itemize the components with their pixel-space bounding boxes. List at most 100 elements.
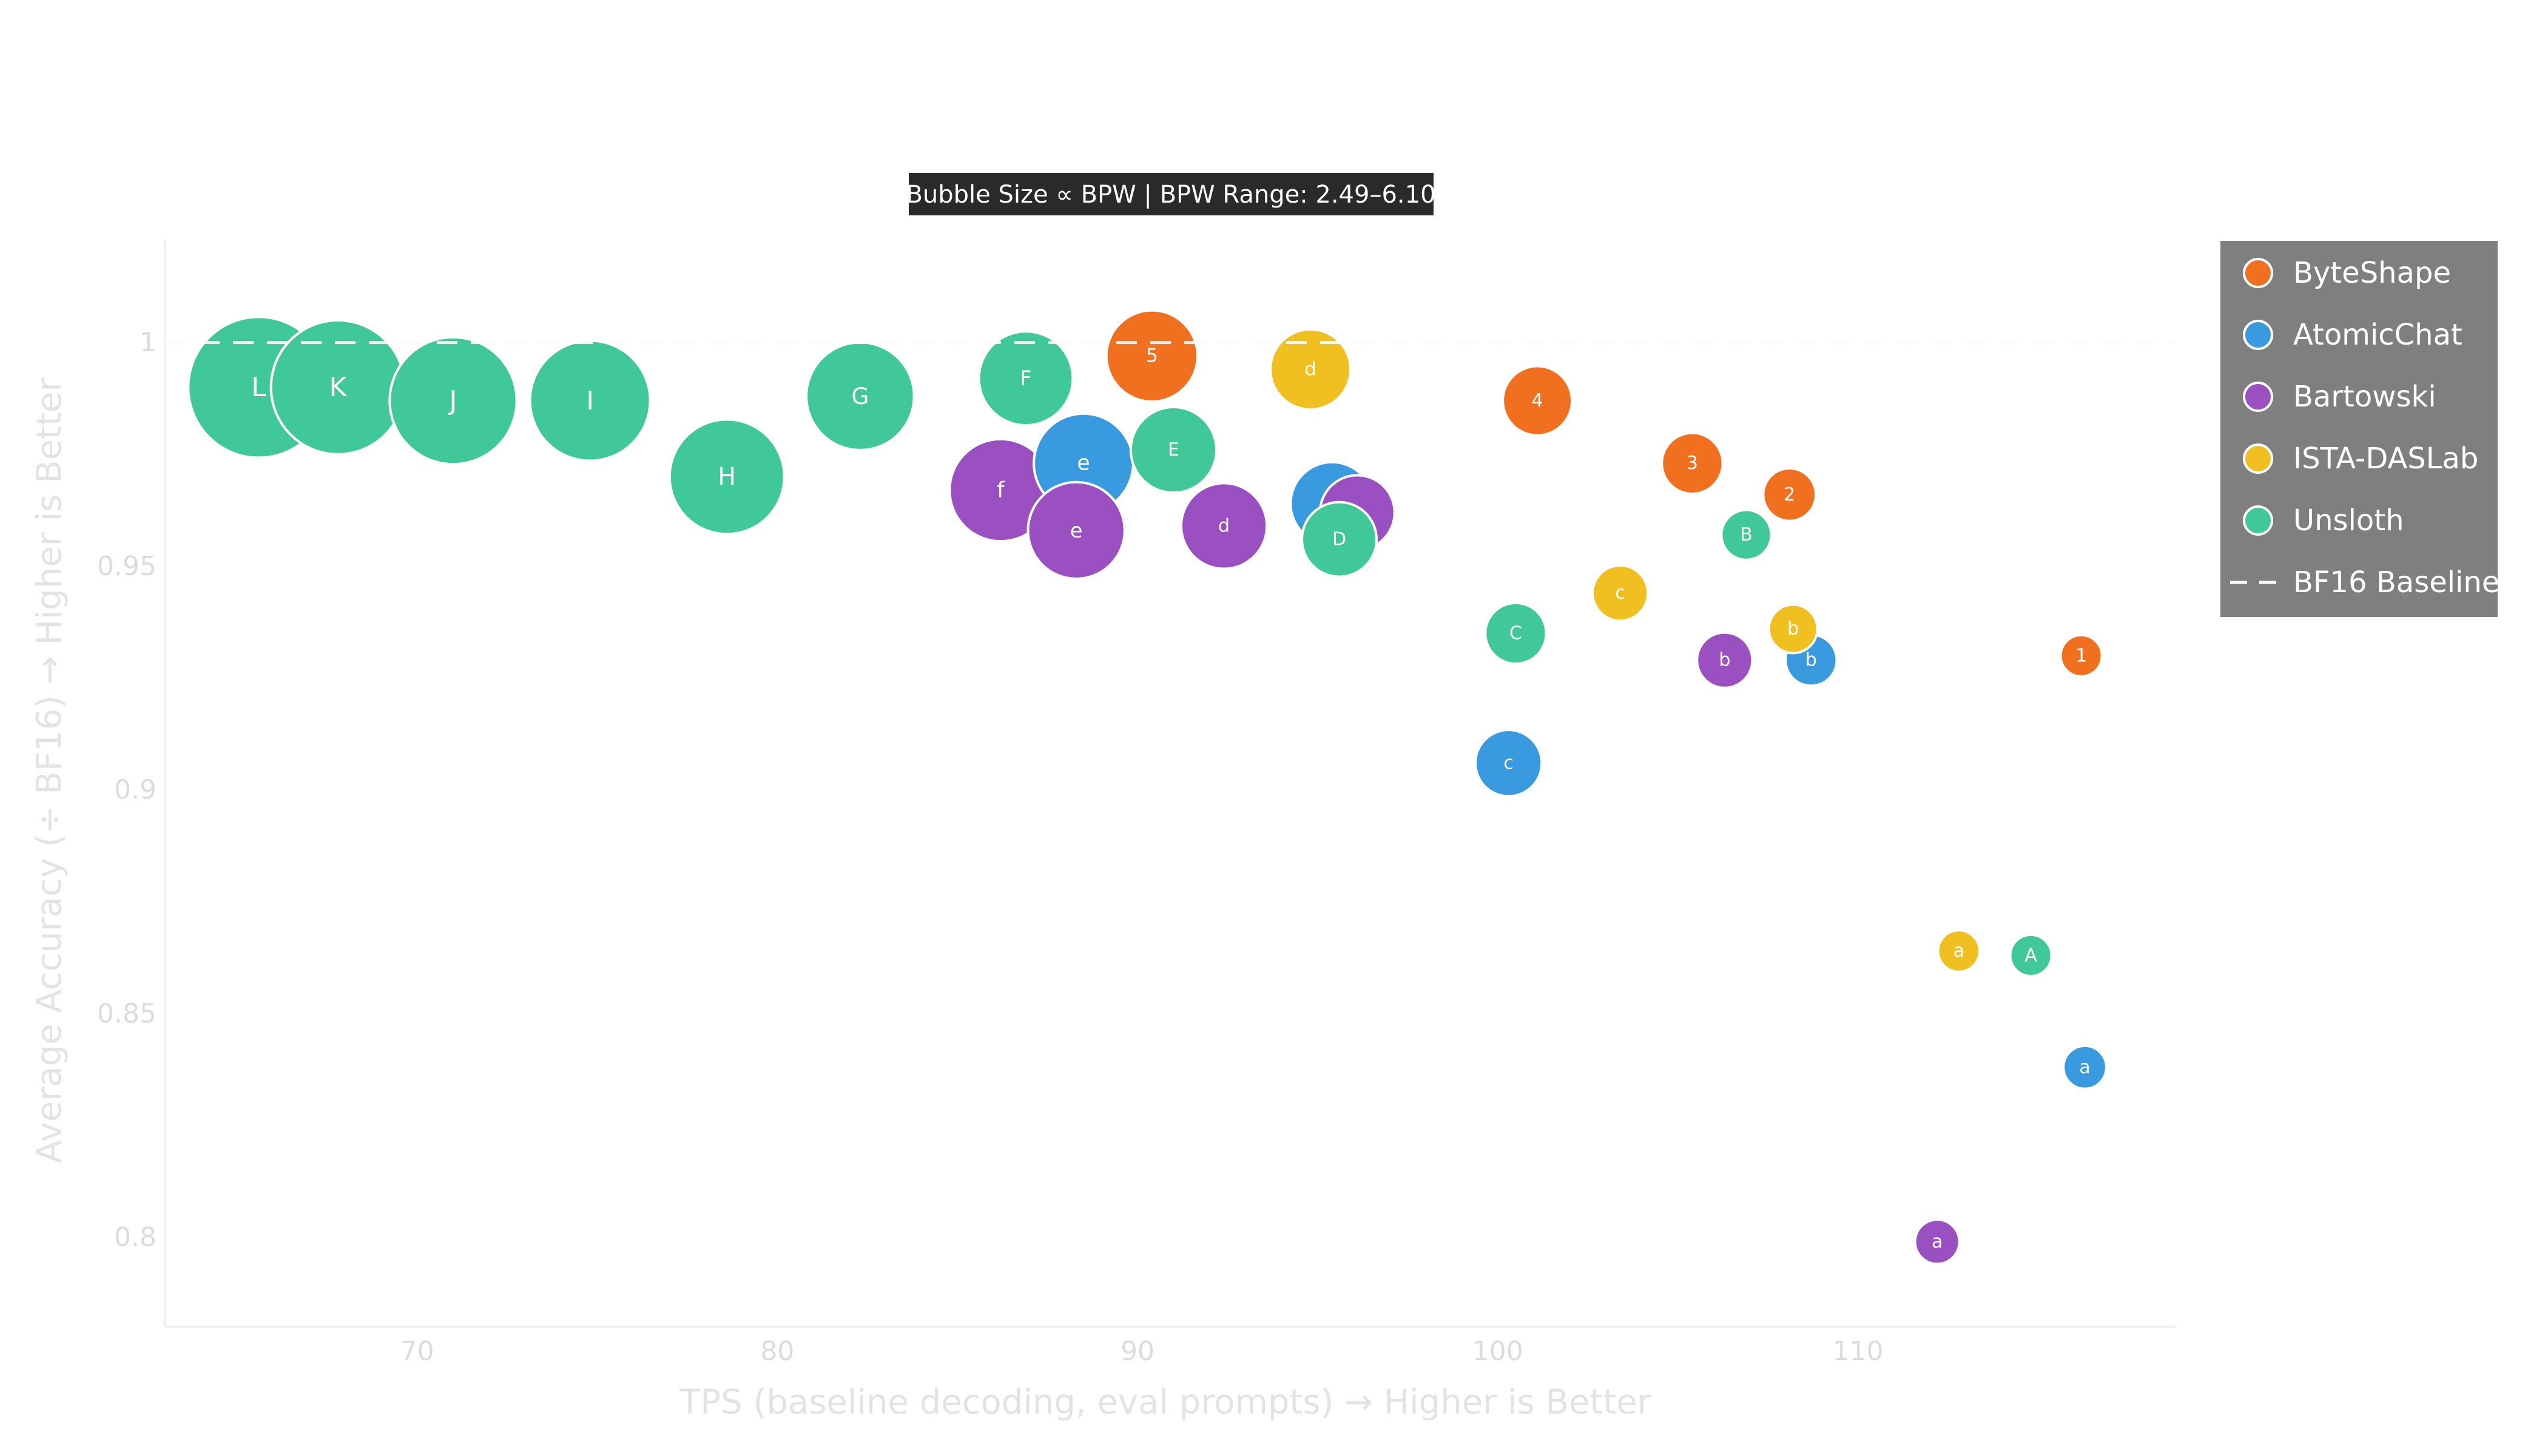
bubble-bartowski-e[interactable]: e [1026, 480, 1126, 580]
bubble-label: c [1615, 582, 1625, 604]
bubble-label: E [1168, 439, 1179, 460]
legend-label: AtomicChat [2293, 318, 2462, 352]
bubble-label: B [1740, 524, 1753, 545]
bubble-label: a [1953, 940, 1964, 962]
bubble-atomicchat-a[interactable]: a [2062, 1044, 2108, 1090]
legend-item-atomicchat[interactable]: AtomicChat [2243, 318, 2462, 352]
legend-item-unsloth[interactable]: Unsloth [2243, 504, 2404, 538]
legend-item-byteshape[interactable]: ByteShape [2243, 256, 2451, 290]
bubble-label: a [2079, 1057, 2090, 1078]
bubble-label: f [997, 477, 1005, 502]
bubble-unsloth-F[interactable]: F [977, 330, 1074, 426]
bubble-unsloth-E[interactable]: E [1129, 406, 1218, 494]
bubble-circle [1474, 729, 1543, 798]
bpw-annotation-box [909, 173, 1434, 215]
bubble-unsloth-K[interactable]: K [269, 319, 406, 456]
bpw-annotation-text: Bubble Size ∝ BPW | BPW Range: 2.49–6.10 [906, 181, 1435, 209]
bubble-circle [1026, 480, 1126, 580]
bubble-byteshape-4[interactable]: 4 [1502, 365, 1574, 437]
legend-label: BF16 Baseline [2293, 565, 2499, 599]
bubble-atomicchat-c[interactable]: c [1474, 729, 1543, 798]
legend-marker [2243, 443, 2273, 474]
bubble-label: K [329, 372, 348, 403]
bubble-ista-daslab-b[interactable]: b [1767, 603, 1819, 655]
y-axis-title: Average Accuracy (÷ BF16) → Higher is Be… [30, 377, 69, 1164]
x-tick-label: 70 [400, 1336, 434, 1367]
bubble-circle [1762, 467, 1818, 522]
legend-item-ista-daslab[interactable]: ISTA-DASLab [2243, 442, 2478, 476]
legend-item-bf16-baseline[interactable]: BF16 Baseline [2230, 565, 2499, 599]
bubble-ista-daslab-d[interactable]: d [1269, 328, 1352, 411]
x-tick-label: 90 [1121, 1336, 1154, 1367]
bubble-byteshape-1[interactable]: 1 [2059, 633, 2103, 678]
bubble-circle [1129, 406, 1218, 494]
bubble-label: H [718, 463, 736, 491]
bubble-label: c [1503, 752, 1514, 774]
bubble-label: d [1305, 359, 1316, 380]
bubble-label: C [1509, 622, 1522, 644]
legend-marker [2243, 505, 2273, 536]
bubble-label: e [1077, 451, 1090, 476]
axes [164, 240, 2175, 1328]
bubble-circle [388, 335, 518, 466]
bubble-label: G [851, 383, 869, 410]
bubbles-layer: LKJIHGfeeF5dEddcD4c3Cbc2bBbaaa1A [165, 309, 2175, 1266]
bubble-byteshape-2[interactable]: 2 [1762, 467, 1818, 522]
bubble-circle [1269, 328, 1352, 411]
bubble-label: b [1719, 650, 1730, 671]
bubble-unsloth-J[interactable]: J [388, 335, 518, 466]
bubble-unsloth-C[interactable]: C [1484, 601, 1548, 666]
bubble-circle [668, 418, 786, 536]
bubble-circle [1720, 508, 1773, 561]
tick-labels: 70 80 90 100 110 0.8 0.85 0.9 0.95 1 [97, 327, 1883, 1367]
bpw-annotation: Bubble Size ∝ BPW | BPW Range: 2.49–6.10 [906, 173, 1436, 215]
y-tick-label: 1 [140, 327, 157, 358]
bubble-circle [1936, 929, 1981, 973]
bubble-circle [1301, 500, 1378, 578]
bubble-circle [1696, 631, 1754, 689]
legend-label: Bartowski [2293, 380, 2436, 414]
y-tick-label: 0.85 [97, 998, 157, 1029]
bubble-unsloth-D[interactable]: D [1301, 500, 1378, 578]
legend-box [2220, 241, 2498, 617]
bubble-label: J [447, 385, 457, 416]
bubble-ista-daslab-a[interactable]: a [1936, 929, 1981, 973]
bubble-byteshape-5[interactable]: 5 [1105, 309, 1199, 403]
bubble-circle [528, 339, 652, 462]
bubble-circle [1502, 365, 1574, 437]
bubble-unsloth-A[interactable]: A [2009, 933, 2053, 977]
bubble-circle [2009, 933, 2053, 977]
bubble-label: 5 [1146, 345, 1158, 367]
bubble-label: 3 [1687, 453, 1698, 474]
bubble-unsloth-B[interactable]: B [1720, 508, 1773, 561]
bubble-bartowski-b[interactable]: b [1696, 631, 1754, 689]
bubble-label: 4 [1532, 390, 1543, 411]
bubble-unsloth-H[interactable]: H [668, 418, 786, 536]
bubble-label: I [586, 386, 593, 416]
bubble-label: b [1805, 650, 1817, 671]
bubble-bartowski-a[interactable]: a [1913, 1218, 1961, 1266]
y-tick-label: 0.8 [114, 1222, 157, 1253]
bubble-unsloth-G[interactable]: G [805, 341, 915, 451]
bubble-byteshape-3[interactable]: 3 [1660, 431, 1724, 495]
bubble-bartowski-f[interactable]: f [948, 437, 1053, 543]
bubble-circle [1591, 564, 1650, 622]
legend: ByteShape AtomicChat Bartowski ISTA-DASLab U… [2220, 241, 2499, 617]
bubble-bartowski-d[interactable]: d [1179, 482, 1269, 570]
x-tick-label: 80 [760, 1336, 794, 1367]
legend-marker [2243, 320, 2273, 350]
bubble-circle [1484, 601, 1548, 666]
x-tick-label: 100 [1472, 1336, 1523, 1367]
bubble-circle [1660, 431, 1724, 495]
bubble-label: e [1070, 519, 1083, 542]
bubble-ista-daslab-c[interactable]: c [1591, 564, 1650, 622]
bubble-label: F [1020, 367, 1032, 390]
y-tick-label: 0.95 [97, 551, 157, 582]
bubble-circle [1179, 482, 1269, 570]
legend-item-bartowski[interactable]: Bartowski [2243, 380, 2436, 414]
bubble-circle [2062, 1044, 2108, 1090]
bubble-label: A [2024, 945, 2037, 966]
bubble-unsloth-I[interactable]: I [528, 339, 652, 462]
x-axis-title: TPS (baseline decoding, eval prompts) → … [679, 1383, 1652, 1422]
